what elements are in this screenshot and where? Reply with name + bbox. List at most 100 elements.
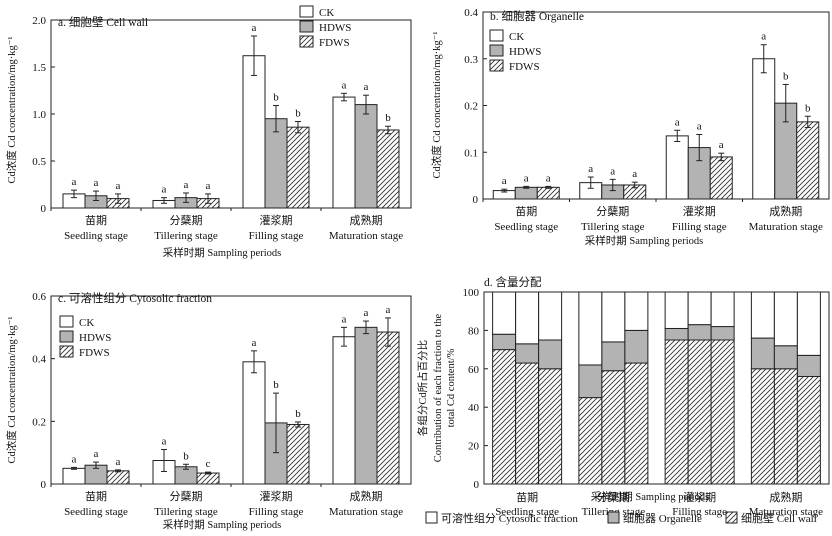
legend-label-CK: CK <box>79 317 94 329</box>
significance-letter: a <box>72 453 77 465</box>
panel-d-title: d. 含量分配 <box>484 275 542 289</box>
stack-segment <box>750 337 775 370</box>
stack-segment <box>664 327 689 341</box>
panel-b-ylabel: Cd浓度 Cd concentration/mg·kg⁻¹ <box>430 32 443 179</box>
x-category-en: Tillering stage <box>154 230 218 242</box>
panel-c-plot: 0 0.2 0.4 0.6 苗期 Seedling stage a a a 分蘖期 Tillerin… <box>32 291 412 518</box>
significance-letter: a <box>252 22 257 34</box>
x-category-en: Maturation stage <box>329 230 403 242</box>
stack-segment <box>624 329 649 364</box>
stack-segment <box>624 362 649 485</box>
x-category-en: Seedling stage <box>64 506 128 518</box>
x-category-cn: 苗期 <box>516 491 538 504</box>
panel-a-xlabel: 采样时期 Sampling periods <box>163 246 281 259</box>
x-category-cn: 苗期 <box>515 205 537 218</box>
panel-c-xlabel: 采样时期 Sampling periods <box>163 518 281 531</box>
y-tick-label: 0.2 <box>32 416 46 428</box>
y-tick-label: 0.6 <box>32 291 46 303</box>
y-tick-label: 0 <box>473 194 479 206</box>
x-category-cn: 灌浆期 <box>683 204 716 218</box>
bar-FDWS <box>376 129 400 209</box>
panel-d-xlabel: 采样时期 Sampling periods <box>591 490 709 503</box>
y-tick-label: 1.5 <box>32 62 46 74</box>
x-category-cn: 灌浆期 <box>260 489 293 503</box>
stack-segment <box>796 375 821 485</box>
stack-segment <box>710 326 735 341</box>
x-category-cn: 分蘖期 <box>596 204 629 218</box>
stack-segment <box>601 291 626 343</box>
bar-CK <box>242 55 266 209</box>
significance-letter: b <box>385 112 391 124</box>
stack-segment <box>687 324 712 341</box>
x-category-en: Tillering stage <box>154 506 218 518</box>
x-category-en: Seedling stage <box>495 506 559 518</box>
bar-FDWS <box>286 126 310 209</box>
y-tick-label: 0.2 <box>464 101 478 113</box>
x-category-en: Seedling stage <box>494 221 558 233</box>
panel-a-plot: 0 0.5 1.0 1.5 2.0 苗期 Seedling stage a a a 分蘖期 Tille… <box>32 5 412 242</box>
significance-letter: a <box>206 180 211 192</box>
x-category-cn: 成熟期 <box>350 489 383 503</box>
significance-letter: a <box>386 304 391 316</box>
significance-letter: a <box>94 177 99 189</box>
stack-segment <box>492 291 517 335</box>
stack-segment <box>601 370 626 485</box>
x-category-cn: 分蘖期 <box>170 213 203 227</box>
panel-d-ylabel-cn: 各组分Cd所占百分比 <box>416 340 429 436</box>
stack-segment <box>664 291 689 329</box>
stack-segment <box>773 345 798 370</box>
bar-FDWS <box>286 423 310 485</box>
legend-swatch-FDWS <box>489 59 504 72</box>
bar-FDWS <box>709 156 733 200</box>
stack-segment <box>515 291 540 345</box>
x-category-en: Maturation stage <box>749 506 823 518</box>
significance-letter: a <box>588 163 593 175</box>
panel-d-legend: 可溶性组分 Cytosolic fraction 细胞器 Organelle 细胞壁… <box>425 511 817 525</box>
legend-label-HDWS: HDWS <box>509 46 541 58</box>
x-category-cn: 苗期 <box>85 490 107 503</box>
significance-letter: a <box>697 120 702 132</box>
significance-letter: a <box>72 176 77 188</box>
bar-FDWS <box>796 121 820 200</box>
significance-letter: a <box>162 436 167 448</box>
significance-letter: b <box>783 70 789 82</box>
stack-segment <box>796 291 821 356</box>
significance-letter: a <box>94 448 99 460</box>
legend-swatch-HDWS <box>299 20 314 33</box>
bar-CK <box>665 135 689 200</box>
stack-segment <box>664 339 689 485</box>
legend-label-HDWS: HDWS <box>79 332 111 344</box>
x-category-en: Filling stage <box>672 221 727 233</box>
legend-label: 细胞壁 Cell wall <box>741 511 817 525</box>
y-tick-label: 100 <box>463 287 480 299</box>
y-tick-label: 60 <box>468 364 480 376</box>
significance-letter: a <box>761 31 766 43</box>
y-tick-label: 0.1 <box>464 147 478 159</box>
significance-letter: a <box>364 81 369 93</box>
legend-label-CK: CK <box>319 7 334 19</box>
significance-letter: a <box>342 79 347 91</box>
x-category-en: Filling stage <box>249 506 304 518</box>
legend-swatch <box>725 511 738 524</box>
significance-letter: a <box>524 172 529 184</box>
stack-segment <box>796 354 821 377</box>
panel-b-plot: 0 0.1 0.2 0.3 0.4 苗期 Seedling stage a a a 分蘖期 Tille… <box>464 7 830 233</box>
bar-HDWS <box>514 186 538 200</box>
x-category-en: Filling stage <box>672 506 727 518</box>
significance-letter: a <box>546 172 551 184</box>
stack-segment <box>515 362 540 485</box>
legend-label-FDWS: FDWS <box>79 347 110 359</box>
y-tick-label: 0 <box>41 479 47 491</box>
bar-CK <box>752 58 776 200</box>
panel-c: c. 可溶性组分 Cytosolic fraction Cd浓度 Cd conc… <box>5 291 412 531</box>
x-category-cn: 灌浆期 <box>683 490 716 504</box>
significance-letter: a <box>502 175 507 187</box>
stack-segment <box>750 368 775 485</box>
stack-segment <box>538 368 563 485</box>
y-tick-label: 2.0 <box>32 15 46 27</box>
x-category-en: Seedling stage <box>64 230 128 242</box>
bar-FDWS <box>196 472 220 485</box>
stack-segment <box>578 291 603 366</box>
bar-FDWS <box>376 331 400 485</box>
